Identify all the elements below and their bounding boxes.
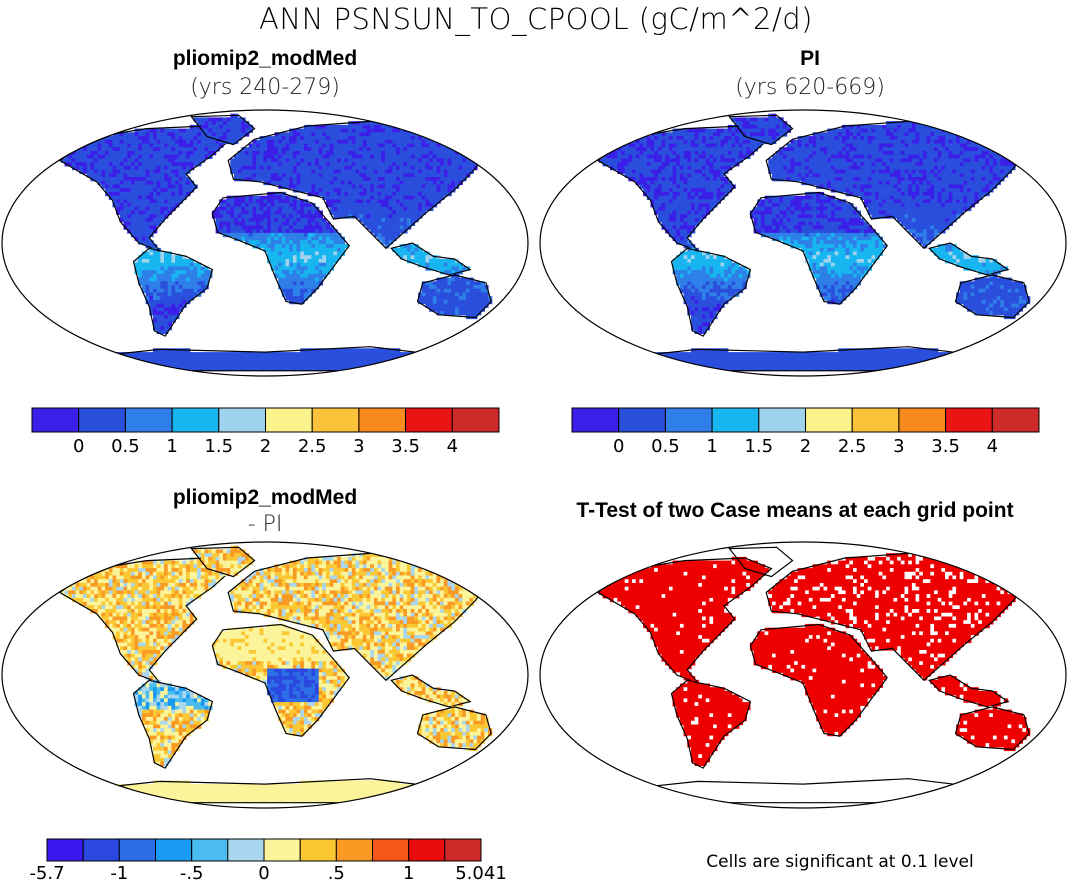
colorbar-top-right-swatch (711, 407, 760, 433)
land-africa (749, 623, 887, 737)
land-southAmerica (134, 247, 213, 334)
colorbar-bottom-left-tick-label: -1 (110, 863, 129, 884)
panel-title-top-right: PI (800, 47, 820, 70)
colorbar-top-right-swatch (571, 407, 620, 433)
colorbar-bottom-left-swatch (191, 838, 229, 862)
colorbar-bottom-left (46, 838, 482, 862)
panel-title-bottom-right: T-Test of two Case means at each grid po… (576, 499, 1014, 522)
colorbar-top-left-tick-label: 0.5 (111, 436, 140, 457)
land-eurasia (768, 121, 1027, 249)
colorbar-top-right-swatch (618, 407, 666, 433)
colorbar-top-right-tick-label: 3 (893, 436, 905, 457)
colorbar-top-left-tick-label: 2.5 (297, 436, 327, 457)
colorbar-top-right-tick-label: 1.5 (744, 436, 774, 457)
colorbar-bottom-left-swatch (444, 838, 482, 862)
colorbar-top-left-swatch (78, 407, 126, 433)
land-australia (956, 273, 1031, 320)
colorbar-top-left-tick-label: 4 (446, 436, 459, 457)
colorbar-top-left-swatch (358, 407, 407, 433)
colorbar-bottom-left-tick-label: -5.7 (29, 863, 65, 884)
colorbar-bottom-left-swatch (408, 838, 446, 862)
colorbar-top-right-tick-label: 0 (612, 436, 625, 457)
panel-title-top-left: pliomip2_modMed (172, 47, 358, 70)
colorbar-top-right-tick-label: 3.5 (931, 436, 960, 457)
colorbar-top-right-swatch (991, 407, 1040, 433)
land-southAmerica (672, 247, 751, 334)
map-top-left (1, 109, 529, 377)
colorbar-bottom-left-swatch (227, 838, 265, 862)
land-southAmerica (134, 679, 213, 766)
colorbar-top-left-swatch (218, 407, 267, 433)
figure-title: ANN PSNSUN_TO_CPOOL (gC/m^2/d) (259, 2, 813, 36)
colorbar-top-left-swatch (171, 407, 220, 433)
colorbar-top-left-tick-label: 1.5 (204, 436, 234, 457)
colorbar-top-left-tick-label: 2 (259, 436, 272, 457)
colorbar-bottom-left-swatch (82, 838, 120, 862)
map-border (539, 541, 1067, 809)
land-australia (418, 273, 493, 320)
map-bottom-right (539, 541, 1067, 809)
colorbar-bottom-left-tick-label: 5.041 (455, 863, 507, 884)
land-australia (418, 705, 493, 752)
colorbar-top-right-swatch (758, 407, 806, 433)
panel-subtitle-top-right: (yrs 620-669) (735, 75, 885, 100)
colorbar-top-right-swatch (805, 407, 853, 433)
colorbar-top-right-swatch (664, 407, 713, 433)
map-top-right (539, 109, 1067, 377)
colorbar-bottom-left-swatch (46, 838, 84, 862)
colorbar-bottom-left-swatch (155, 838, 193, 862)
colorbar-top-right-tick-label: 4 (986, 436, 999, 457)
map-border (1, 541, 529, 809)
colorbar-top-left-swatch (405, 407, 453, 433)
colorbar-top-left-swatch (311, 407, 360, 433)
colorbar-top-right-swatch (945, 407, 993, 433)
colorbar-top-right-tick-label: 2.5 (837, 436, 867, 457)
panel-subtitle-top-left: (yrs 240-279) (190, 75, 340, 100)
colorbar-top-left-tick-label: 0 (72, 436, 85, 457)
colorbar-top-left-swatch (265, 407, 313, 433)
colorbar-top-left-tick-label: 3.5 (391, 436, 420, 457)
colorbar-bottom-left-tick-label: -.5 (179, 863, 204, 884)
land-eurasia (768, 553, 1027, 681)
colorbar-top-right-tick-label: 0.5 (651, 436, 680, 457)
land-australia (956, 705, 1031, 752)
colorbar-bottom-left-tick-label: .5 (327, 863, 345, 884)
colorbar-top-left-swatch (31, 407, 80, 433)
land-greenland (193, 545, 253, 577)
colorbar-top-left-swatch (124, 407, 173, 433)
panel-title-bottom-left: pliomip2_modMed (172, 486, 358, 509)
colorbar-bottom-left-swatch (335, 838, 373, 862)
colorbar-top-left-tick-label: 3 (353, 436, 365, 457)
colorbar-bottom-left-tick-label: 1 (402, 863, 415, 884)
land-africa (211, 191, 349, 305)
colorbar-top-right-swatch (898, 407, 947, 433)
colorbar-top-right-tick-label: 1 (706, 436, 718, 457)
colorbar-top-right (571, 407, 1040, 433)
land-northAmerica (598, 556, 769, 685)
colorbar-bottom-left-swatch (299, 838, 337, 862)
land-africa (211, 623, 349, 737)
colorbar-bottom-left-swatch (118, 838, 157, 862)
map-bottom-left (1, 541, 529, 809)
colorbar-top-right-swatch (851, 407, 900, 433)
colorbar-bottom-left-tick-label: 0 (258, 863, 270, 884)
colorbar-top-left-swatch (451, 407, 500, 433)
colorbar-top-right-tick-label: 2 (799, 436, 812, 457)
map-border (1, 109, 529, 377)
colorbar-bottom-left-swatch (372, 838, 410, 862)
map-border (539, 109, 1067, 377)
colorbar-top-left-tick-label: 1 (166, 436, 178, 457)
colorbar-bottom-left-swatch (263, 838, 301, 862)
colorbar-top-left (31, 407, 500, 433)
panel-subtitle-bottom-left: - PI (247, 512, 283, 537)
significance-footnote: Cells are significant at 0.1 level (706, 852, 974, 872)
